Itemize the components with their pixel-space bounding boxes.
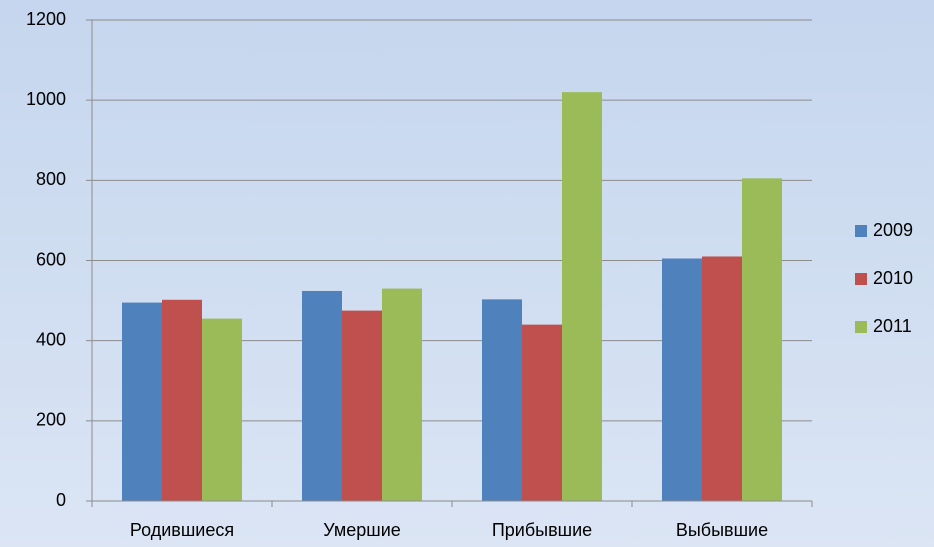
bar — [342, 310, 382, 501]
y-tick-label: 800 — [36, 169, 66, 189]
bar — [302, 290, 342, 501]
y-tick-label: 1000 — [26, 89, 66, 109]
x-tick-label: Выбывшие — [676, 520, 768, 540]
x-tick-label: Родившиеся — [130, 520, 234, 540]
legend-swatch — [855, 321, 867, 333]
bar — [742, 178, 782, 501]
legend-label: 2011 — [873, 316, 912, 336]
y-tick-label: 1200 — [26, 9, 66, 29]
legend-swatch — [855, 273, 867, 285]
bar — [482, 299, 522, 501]
bar — [162, 299, 202, 501]
bar — [122, 302, 162, 501]
bar — [562, 92, 602, 502]
bar — [702, 256, 742, 501]
y-tick-label: 200 — [36, 410, 66, 430]
y-tick-label: 0 — [56, 490, 66, 510]
x-tick-label: Умершие — [323, 520, 401, 540]
legend-swatch — [855, 225, 867, 237]
bar — [202, 318, 242, 501]
bar — [382, 288, 422, 501]
y-tick-label: 400 — [36, 329, 66, 349]
y-tick-label: 600 — [36, 249, 66, 269]
legend-label: 2009 — [873, 220, 913, 240]
legend-label: 2010 — [873, 268, 913, 288]
x-tick-label: Прибывшие — [492, 520, 592, 540]
bar — [662, 258, 702, 501]
bar — [522, 324, 562, 501]
